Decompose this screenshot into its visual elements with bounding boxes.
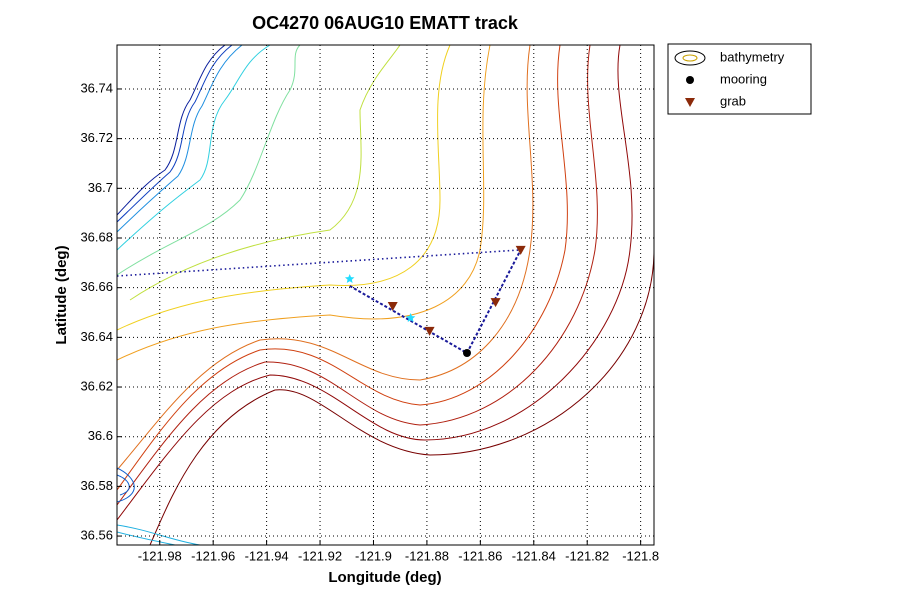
contour — [129, 45, 401, 301]
y-tick-label: 36.58 — [80, 478, 113, 493]
x-tick-label: -121.98 — [138, 548, 182, 563]
y-tick-label: 36.56 — [80, 527, 113, 542]
contour — [117, 467, 135, 503]
mooring-marker — [462, 348, 471, 357]
chart-title: OC4270 06AUG10 EMATT track — [252, 13, 519, 33]
y-axis-label: Latitude (deg) — [53, 245, 70, 344]
contour-symbol — [674, 50, 706, 66]
legend-label: grab — [720, 93, 746, 108]
y-tick-label: 36.6 — [88, 428, 113, 443]
grab-marker — [424, 326, 435, 336]
x-tick-label: -121.96 — [191, 548, 235, 563]
y-tick-label: 36.68 — [80, 229, 113, 244]
mooring-marker — [686, 76, 694, 84]
x-tick-label: -121.86 — [458, 548, 502, 563]
x-tick-label: -121.94 — [245, 548, 289, 563]
grab-marker — [685, 98, 695, 107]
plot-frame — [116, 44, 655, 546]
bathymetry-contours — [117, 45, 654, 545]
contour — [117, 45, 301, 276]
x-tick-label: -121.92 — [298, 548, 342, 563]
x-tick-label: -121.9 — [355, 548, 392, 563]
y-tick-label: 36.66 — [80, 279, 113, 294]
contour — [117, 45, 451, 331]
legend-label: mooring — [720, 71, 767, 86]
legend-label: bathymetry — [720, 49, 785, 64]
contour — [117, 45, 568, 491]
contour — [117, 45, 243, 233]
x-tick-label: -121.88 — [405, 548, 449, 563]
x-tick-label: -121.8 — [622, 548, 659, 563]
y-tick-label: 36.74 — [80, 80, 113, 95]
y-tick-label: 36.62 — [80, 378, 113, 393]
contour — [117, 45, 271, 251]
contour — [117, 45, 233, 223]
grab-marker — [515, 245, 526, 255]
star-marker — [344, 273, 355, 284]
contour — [117, 524, 201, 545]
y-tick-label: 36.72 — [80, 130, 113, 145]
contour — [117, 45, 633, 521]
contour — [117, 45, 226, 216]
x-tick-label: -121.82 — [565, 548, 609, 563]
grab-marker — [387, 302, 398, 312]
contour — [117, 45, 491, 361]
marks — [116, 45, 654, 545]
y-tick-label: 36.64 — [80, 329, 113, 344]
contour-ring — [674, 50, 706, 66]
x-tick-label: -121.84 — [512, 548, 556, 563]
grab-marker — [490, 298, 501, 308]
contour — [117, 45, 598, 506]
y-tick-label: 36.7 — [88, 180, 113, 195]
star-marker — [405, 312, 416, 323]
plot-area — [117, 45, 654, 545]
x-axis-label: Longitude (deg) — [328, 569, 441, 586]
contour-ring — [682, 54, 698, 62]
contour — [149, 249, 654, 545]
contour — [117, 45, 534, 471]
